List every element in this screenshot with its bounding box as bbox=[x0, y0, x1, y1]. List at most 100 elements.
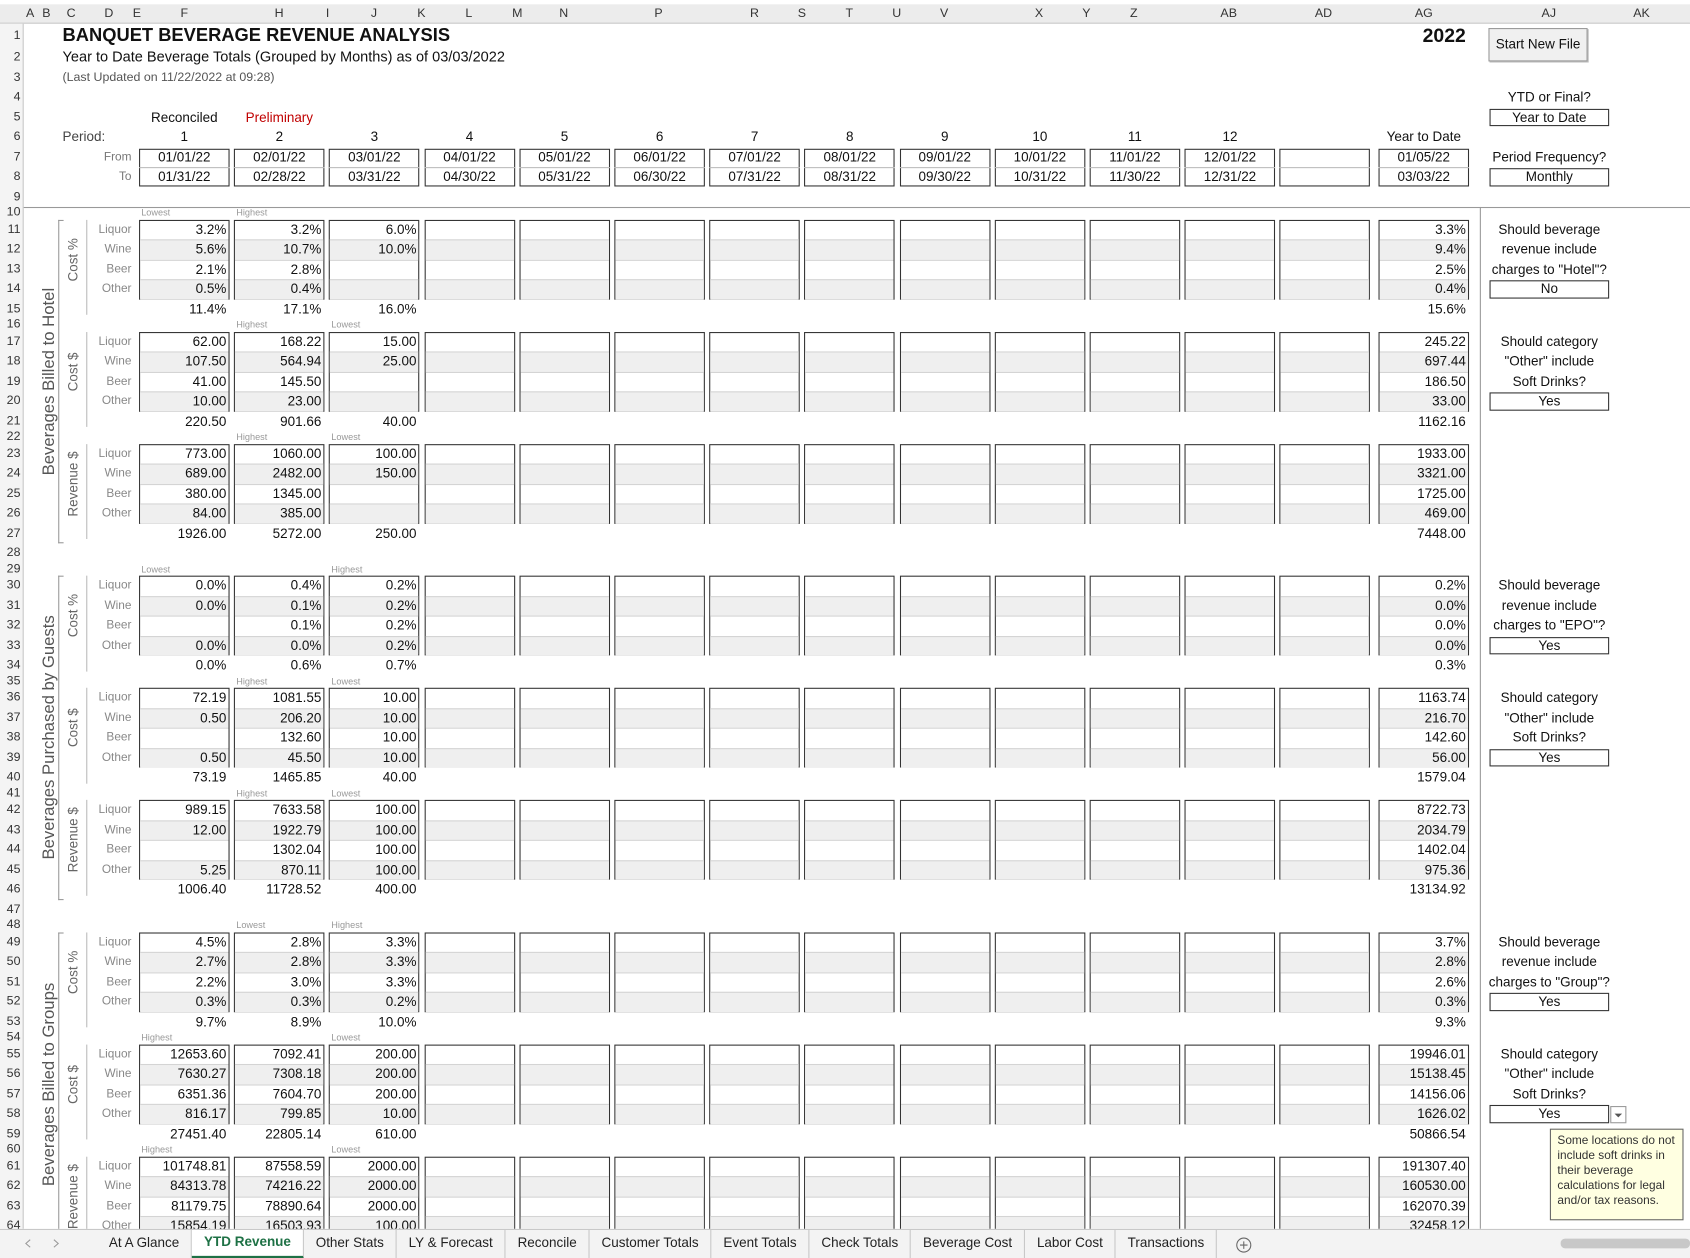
ytd-value: 0.3% bbox=[1435, 993, 1466, 1010]
row-divider bbox=[805, 635, 894, 637]
row-divider bbox=[235, 503, 324, 505]
cell-value: 107.50 bbox=[185, 353, 227, 369]
row-number: 25 bbox=[6, 486, 21, 500]
row-divider bbox=[1379, 747, 1468, 749]
cell-value: 0.2% bbox=[385, 617, 417, 633]
to-date: 12/31/22 bbox=[1203, 169, 1257, 185]
horizontal-scrollbar[interactable] bbox=[1560, 1238, 1690, 1249]
tab-nav-arrows[interactable] bbox=[0, 1230, 97, 1257]
shaded-row bbox=[900, 1215, 989, 1229]
shaded-row bbox=[995, 279, 1085, 300]
row-divider bbox=[330, 1196, 419, 1198]
row-divider bbox=[1185, 1176, 1275, 1178]
sheet-tab[interactable]: Customer Totals bbox=[590, 1229, 712, 1258]
shaded-row bbox=[1379, 239, 1468, 260]
row-divider bbox=[520, 747, 609, 749]
shaded-row bbox=[1379, 1176, 1468, 1197]
question-answer[interactable]: Yes bbox=[1489, 636, 1610, 655]
row-label: Beer bbox=[106, 618, 132, 632]
group-bracket bbox=[58, 931, 64, 1229]
row-divider bbox=[615, 839, 704, 841]
period-frequency-input[interactable]: Monthly bbox=[1489, 168, 1610, 186]
row-divider bbox=[615, 259, 704, 261]
question-answer[interactable]: No bbox=[1489, 280, 1610, 299]
sheet-tab[interactable]: Check Totals bbox=[809, 1229, 912, 1258]
row-label: Other bbox=[101, 1107, 132, 1121]
row-divider bbox=[900, 819, 989, 821]
row-divider bbox=[1379, 259, 1468, 261]
period-number: 4 bbox=[465, 129, 474, 145]
shaded-row bbox=[425, 1176, 514, 1197]
shaded-row bbox=[805, 819, 894, 840]
row-divider bbox=[425, 1083, 514, 1086]
row-divider bbox=[900, 259, 989, 261]
sheet-title: BANQUET BEVERAGE REVENUE ANALYSIS bbox=[62, 24, 451, 46]
ytd-value: 2.5% bbox=[1435, 261, 1466, 277]
ytd-value: 0.2% bbox=[1435, 577, 1466, 593]
row-divider bbox=[615, 707, 704, 709]
start-new-file-button[interactable]: Start New File bbox=[1488, 28, 1588, 62]
period-number: 5 bbox=[560, 129, 569, 145]
shaded-row bbox=[235, 1063, 324, 1084]
row-divider bbox=[1185, 819, 1275, 821]
dropdown-arrow[interactable] bbox=[1610, 1106, 1627, 1123]
cell-value: 15.00 bbox=[382, 333, 417, 349]
shaded-row bbox=[140, 463, 229, 484]
row-divider bbox=[330, 747, 419, 749]
date-box bbox=[994, 148, 1086, 186]
sheet-tab[interactable]: Labor Cost bbox=[1025, 1229, 1116, 1258]
ytd-value: 697.44 bbox=[1424, 353, 1466, 369]
sheet-tab[interactable]: Transactions bbox=[1116, 1229, 1218, 1258]
shaded-row bbox=[140, 859, 229, 880]
column-header: C bbox=[66, 7, 76, 21]
column-header: AG bbox=[1414, 7, 1433, 21]
sheet-tab[interactable]: Beverage Cost bbox=[911, 1229, 1026, 1258]
row-divider bbox=[1090, 1215, 1180, 1218]
date-divider bbox=[804, 167, 895, 169]
row-divider bbox=[1185, 635, 1275, 637]
shaded-row bbox=[710, 503, 799, 524]
sheet-tab[interactable]: At A Glance bbox=[97, 1229, 193, 1258]
row-divider bbox=[330, 391, 419, 393]
row-divider bbox=[140, 1083, 229, 1086]
shaded-row bbox=[710, 747, 799, 768]
ytd-or-final-input[interactable]: Year to Date bbox=[1489, 108, 1610, 127]
row-divider bbox=[710, 279, 799, 281]
sheet-tab[interactable]: Other Stats bbox=[304, 1229, 397, 1258]
shaded-row bbox=[1379, 991, 1468, 1012]
add-sheet-button[interactable] bbox=[1217, 1230, 1271, 1258]
row-divider bbox=[995, 279, 1085, 281]
question-answer[interactable]: Yes bbox=[1489, 392, 1610, 411]
row-divider bbox=[900, 991, 989, 993]
row-divider bbox=[710, 351, 799, 353]
row-divider bbox=[235, 259, 324, 261]
sheet-tab[interactable]: LY & Forecast bbox=[397, 1229, 506, 1258]
row-divider bbox=[900, 1196, 989, 1198]
total-value: 8.9% bbox=[290, 1013, 322, 1029]
row-divider bbox=[805, 839, 894, 841]
shaded-row bbox=[520, 951, 609, 972]
sheet-tab[interactable]: Reconcile bbox=[506, 1229, 590, 1258]
sheet-tab[interactable]: YTD Revenue bbox=[192, 1229, 304, 1258]
question-answer[interactable]: Yes bbox=[1489, 748, 1610, 767]
group-label: Beverages Billed to Groups bbox=[39, 982, 59, 1186]
period-number: 7 bbox=[750, 129, 759, 145]
row-divider bbox=[235, 707, 324, 709]
to-date: 03/31/22 bbox=[348, 169, 401, 185]
question-answer[interactable]: Yes bbox=[1489, 1104, 1610, 1123]
row-divider bbox=[1185, 991, 1275, 993]
row-number: 47 bbox=[6, 902, 21, 916]
shaded-row bbox=[235, 503, 324, 524]
shaded-row bbox=[1090, 595, 1180, 616]
row-divider bbox=[235, 615, 324, 617]
row-divider bbox=[995, 839, 1085, 841]
row-divider bbox=[1280, 239, 1370, 241]
sheet-tab[interactable]: Event Totals bbox=[712, 1229, 810, 1258]
question-answer[interactable]: Yes bbox=[1489, 992, 1610, 1011]
total-value: 250.00 bbox=[375, 525, 417, 541]
date-divider bbox=[424, 167, 515, 169]
cell-value: 10.00 bbox=[382, 749, 417, 765]
row-divider bbox=[710, 483, 799, 485]
row-divider bbox=[615, 1063, 704, 1066]
row-divider bbox=[1090, 595, 1180, 597]
